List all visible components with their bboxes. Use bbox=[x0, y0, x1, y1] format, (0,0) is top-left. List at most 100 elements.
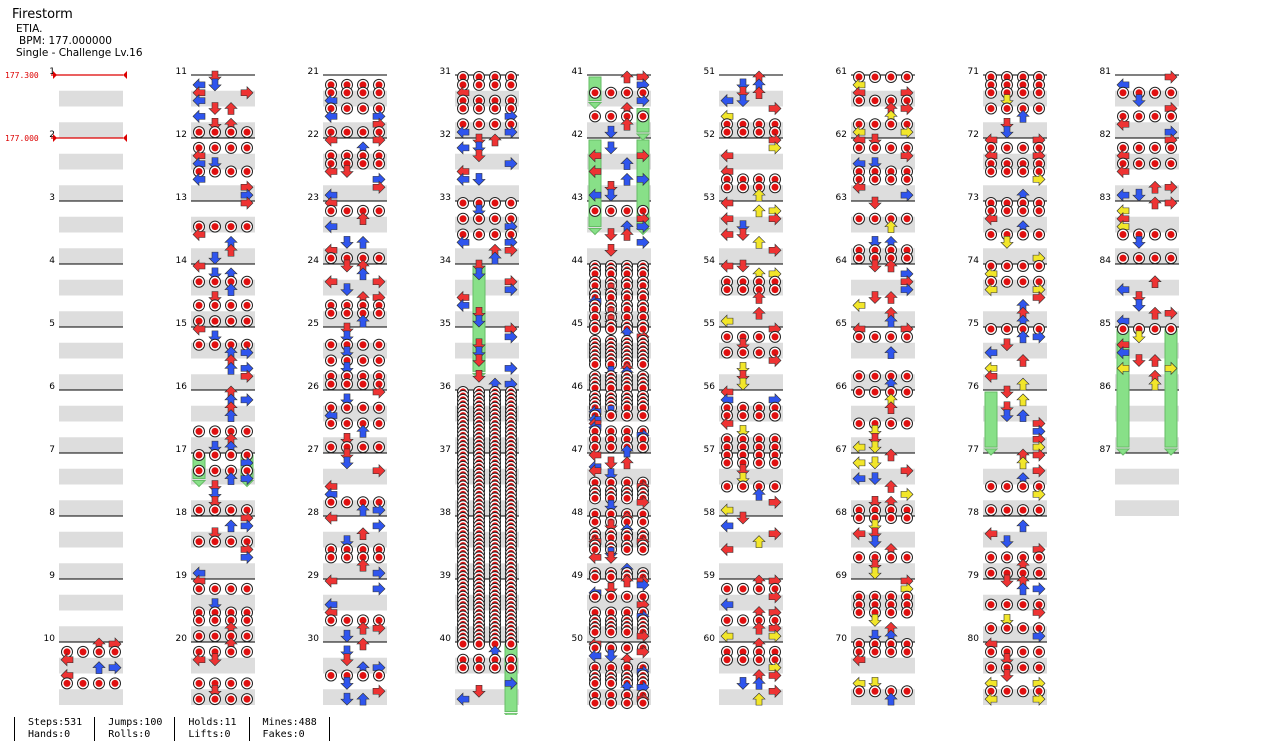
mine-core bbox=[639, 546, 647, 553]
measure-number: 23 bbox=[308, 193, 319, 203]
mine-core bbox=[771, 585, 779, 593]
mine-core bbox=[591, 479, 599, 487]
mine-core bbox=[359, 357, 367, 364]
beat-band bbox=[191, 342, 255, 359]
mine-core bbox=[623, 479, 631, 487]
arrow-note bbox=[356, 558, 370, 572]
mine-core bbox=[327, 89, 335, 97]
mine-core bbox=[739, 656, 747, 664]
arrow-note bbox=[224, 283, 238, 296]
measure-number: 66 bbox=[836, 382, 848, 392]
mine-core bbox=[227, 538, 235, 546]
measure-number: 53 bbox=[704, 193, 715, 203]
mine-core bbox=[359, 207, 367, 215]
arrow-note bbox=[636, 629, 650, 643]
mine-core bbox=[327, 207, 335, 215]
mine-core bbox=[871, 215, 879, 223]
mine-core bbox=[855, 593, 863, 601]
beat-band bbox=[719, 468, 783, 485]
mine-core bbox=[1167, 89, 1175, 97]
mine-core bbox=[1035, 483, 1043, 490]
beat-band bbox=[587, 531, 651, 548]
mine-core bbox=[1167, 254, 1175, 262]
measure-number: 69 bbox=[836, 571, 848, 581]
mine-core bbox=[1035, 687, 1043, 695]
mine-core bbox=[855, 514, 863, 522]
mine-core bbox=[591, 679, 599, 687]
measure-number: 48 bbox=[572, 508, 584, 518]
mine-core bbox=[227, 128, 235, 136]
beat-band bbox=[323, 563, 387, 579]
measure-number: 64 bbox=[836, 256, 848, 266]
mine-core bbox=[1119, 160, 1127, 168]
mine-core bbox=[1035, 601, 1043, 609]
beat-band bbox=[1115, 437, 1179, 453]
beat-band bbox=[1115, 248, 1179, 264]
mine-core bbox=[1035, 648, 1043, 656]
mine-core bbox=[227, 679, 235, 687]
mine-core bbox=[739, 120, 747, 128]
mine-core bbox=[591, 435, 599, 443]
arrow-note bbox=[372, 519, 386, 533]
mine-core bbox=[755, 349, 763, 357]
mine-core bbox=[903, 506, 911, 514]
measure-number: 3 bbox=[49, 193, 55, 203]
mine-core bbox=[855, 73, 863, 81]
mine-core bbox=[343, 553, 351, 561]
beat-band bbox=[719, 594, 783, 611]
mine-core bbox=[639, 443, 647, 451]
mine-core bbox=[343, 207, 351, 215]
mine-core bbox=[1003, 168, 1011, 175]
mine-core bbox=[771, 459, 779, 467]
arrow-note bbox=[900, 101, 914, 116]
mine-core bbox=[375, 341, 383, 349]
beat-band bbox=[1115, 216, 1179, 233]
mine-core bbox=[739, 183, 747, 191]
mine-core bbox=[723, 278, 731, 286]
beat-band bbox=[1115, 468, 1179, 485]
measure-number: 37 bbox=[440, 445, 451, 455]
stat-group-holds: Holds:11 Lifts:0 bbox=[174, 717, 248, 741]
measure-number: 52 bbox=[704, 130, 715, 140]
beat-band bbox=[587, 185, 651, 201]
arrow-note bbox=[1148, 306, 1162, 320]
measure-number: 24 bbox=[308, 256, 320, 266]
mine-core bbox=[607, 443, 615, 451]
arrow-note bbox=[324, 511, 338, 525]
mine-core bbox=[723, 333, 731, 341]
mine-core bbox=[211, 278, 219, 286]
measure-number: 30 bbox=[308, 634, 320, 644]
measure-number: 62 bbox=[836, 130, 847, 140]
mine-core bbox=[755, 648, 763, 656]
mine-core bbox=[987, 207, 995, 215]
mine-core bbox=[771, 412, 779, 420]
measure-number: 87 bbox=[1100, 445, 1111, 455]
measure-number: 38 bbox=[440, 508, 452, 518]
arrow-note bbox=[340, 236, 354, 249]
mine-core bbox=[887, 687, 895, 695]
arrow-note bbox=[752, 535, 766, 548]
arrow-note bbox=[604, 188, 618, 202]
beat-band bbox=[587, 279, 651, 296]
arrow-note bbox=[1032, 692, 1046, 706]
arrow-note bbox=[208, 78, 222, 92]
beat-band bbox=[455, 279, 519, 296]
stat-fakes: Fakes:0 bbox=[262, 729, 305, 740]
beat-band bbox=[851, 531, 915, 548]
mine-core bbox=[1019, 569, 1027, 577]
arrow-note bbox=[884, 401, 898, 415]
mine-core bbox=[887, 246, 895, 254]
mine-core bbox=[723, 120, 731, 128]
mine-core bbox=[771, 349, 779, 357]
arrow-note bbox=[768, 527, 782, 541]
arrow-note bbox=[340, 259, 354, 273]
measure-number: 82 bbox=[1100, 130, 1111, 140]
arrow-note bbox=[1016, 354, 1030, 367]
mine-core bbox=[771, 616, 779, 624]
mine-core bbox=[723, 443, 731, 451]
mine-core bbox=[195, 278, 203, 286]
mine-core bbox=[887, 609, 895, 616]
measure-number: 21 bbox=[308, 67, 319, 77]
stat-group-jumps: Jumps:100 Rolls:0 bbox=[94, 717, 174, 741]
mine-core bbox=[375, 105, 383, 112]
